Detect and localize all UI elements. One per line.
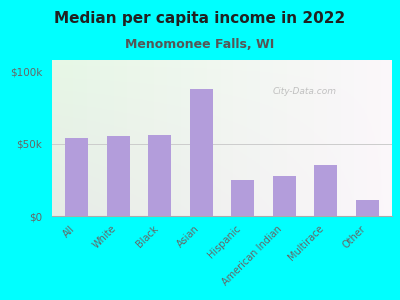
Bar <box>231 180 254 216</box>
Bar <box>148 135 171 216</box>
Bar <box>314 165 337 216</box>
Bar <box>190 89 213 216</box>
Bar <box>231 180 254 216</box>
Bar <box>314 165 337 216</box>
Text: Median per capita income in 2022: Median per capita income in 2022 <box>54 11 346 26</box>
Bar <box>356 200 378 216</box>
Bar <box>273 176 296 216</box>
Bar <box>273 176 296 216</box>
Text: Menomonee Falls, WI: Menomonee Falls, WI <box>125 38 275 50</box>
Bar <box>66 138 88 216</box>
Bar <box>107 136 130 216</box>
Text: City-Data.com: City-Data.com <box>273 87 337 96</box>
Bar <box>148 135 171 216</box>
Bar <box>107 136 130 216</box>
Bar <box>66 138 88 216</box>
Bar <box>190 89 213 216</box>
Bar <box>356 200 378 216</box>
